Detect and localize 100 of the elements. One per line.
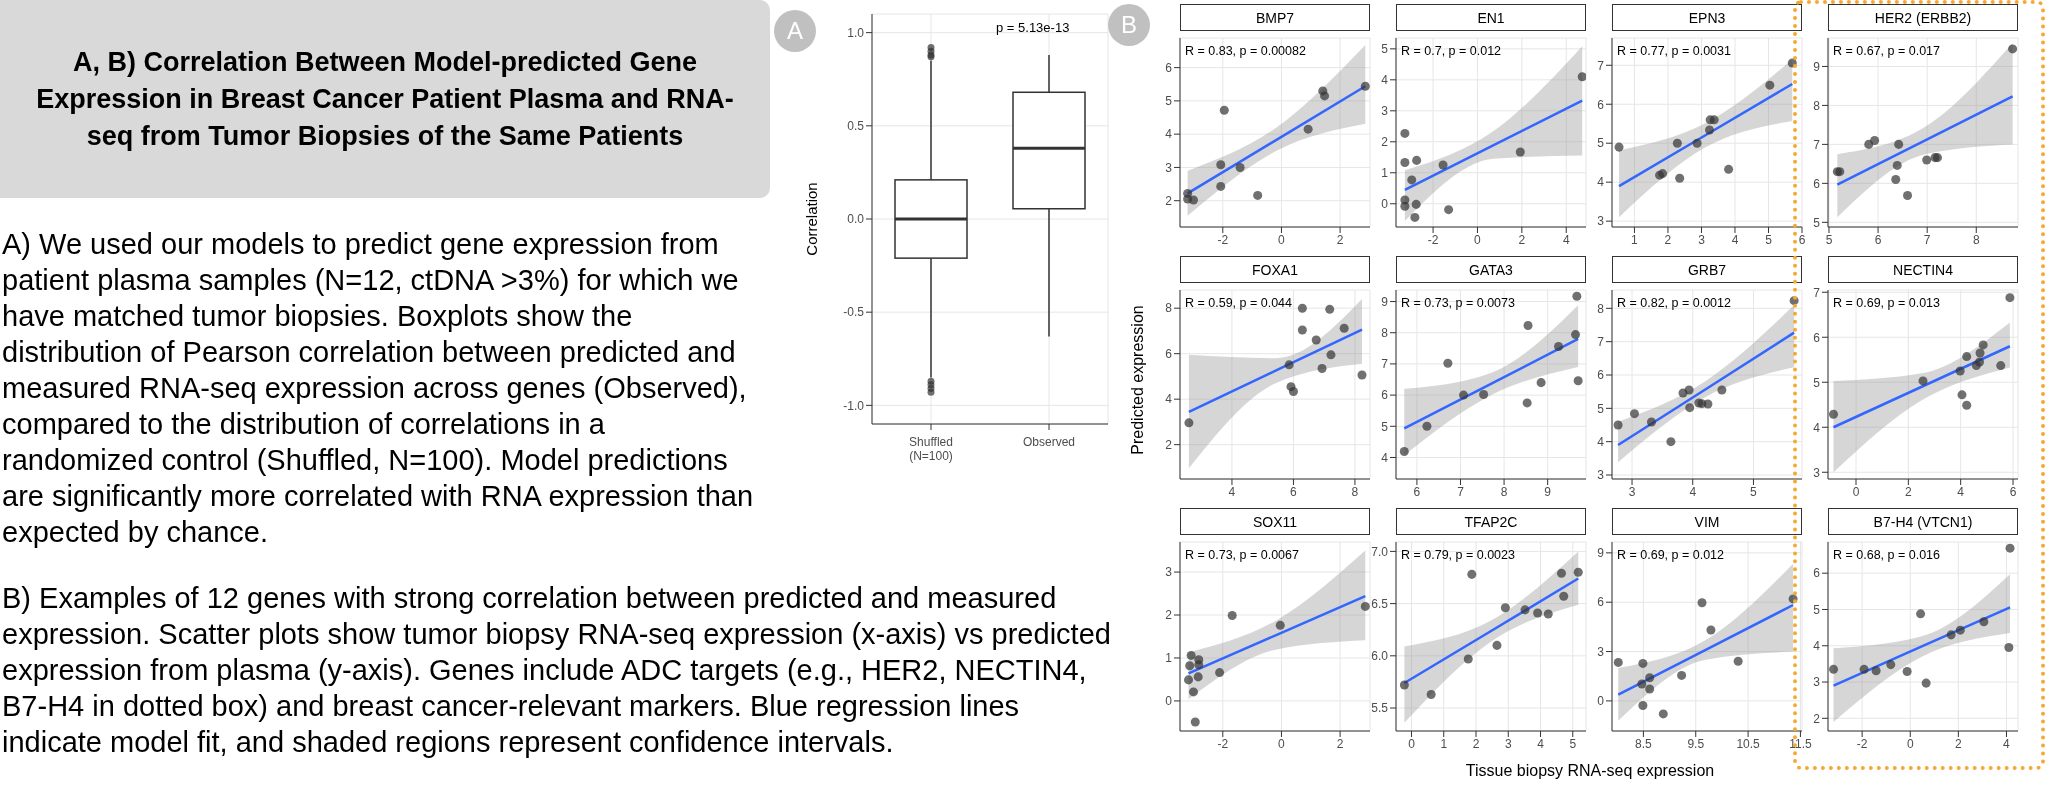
x-tick-label: 6 — [1798, 232, 1806, 247]
x-axis-title: Tissue biopsy RNA-seq expression — [1465, 762, 1715, 780]
y-tick-label: 5.5 — [1371, 701, 1389, 716]
y-tick-label: 3 — [1597, 468, 1605, 483]
annotation: R = 0.73, p = 0.0067 — [1185, 548, 1299, 562]
x-tick-label: 2 — [1905, 484, 1912, 499]
y-tick-label: 5 — [1813, 215, 1821, 230]
y-tick-label: 2 — [1165, 608, 1173, 623]
y-tick-label: 5 — [1597, 401, 1605, 416]
annotation: R = 0.68, p = 0.016 — [1833, 548, 1941, 562]
chart-title: GRB7 — [1612, 256, 1802, 283]
x-tick-label: 2 — [1518, 232, 1526, 247]
y-tick-label: 6.5 — [1371, 596, 1389, 611]
x-tick-label: -2 — [1856, 736, 1868, 751]
x-tick-label: 3 — [1504, 736, 1512, 751]
annotation: p = 5.13e-13 — [996, 20, 1070, 35]
x-tick-label: 8 — [1500, 484, 1508, 499]
y-tick-label: 1 — [1165, 651, 1173, 666]
y-tick-label: 6 — [1597, 97, 1605, 112]
x-tick-label: 5 — [1750, 484, 1758, 499]
y-tick-label: 7 — [1813, 137, 1821, 152]
x-tick-label: 2 — [1336, 232, 1344, 247]
y-tick-label: 6 — [1813, 566, 1821, 581]
x-tick-label: 0 — [1278, 736, 1286, 751]
y-tick-label: 4 — [1165, 127, 1173, 142]
x-tick-label: 4 — [2003, 736, 2011, 751]
x-tick-label: 4 — [1537, 736, 1545, 751]
y-tick-label: 1.0 — [847, 25, 865, 40]
x-tick-label: 4 — [1689, 484, 1697, 499]
annotation: R = 0.67, p = 0.017 — [1833, 44, 1941, 58]
y-tick-label: 0 — [1381, 197, 1389, 212]
y-tick-label: 0 — [1165, 694, 1173, 709]
x-tick-label: 7 — [1457, 484, 1465, 499]
x-tick-label: 0 — [1906, 736, 1914, 751]
y-tick-label: -0.5 — [843, 305, 865, 320]
y-axis-title: Correlation — [803, 182, 821, 256]
x-tick-label: 1 — [1631, 232, 1639, 247]
x-tick-label: 1 — [1440, 736, 1448, 751]
x-tick-label: 4 — [1562, 232, 1570, 247]
x-tick-label: 0 — [1408, 736, 1416, 751]
x-tick-label: 6 — [2009, 484, 2017, 499]
y-tick-label: 6.0 — [1371, 649, 1389, 664]
chart-title: EN1 — [1396, 4, 1586, 31]
annotation: R = 0.82, p = 0.0012 — [1617, 296, 1731, 310]
annotation: R = 0.59, p = 0.044 — [1185, 296, 1293, 310]
x-tick-label: 8 — [1351, 484, 1359, 499]
x-tick-label: 7 — [1923, 232, 1931, 247]
y-tick-label: 7.0 — [1371, 544, 1389, 559]
x-tick-label: 4 — [1957, 484, 1965, 499]
y-tick-label: 2 — [1165, 193, 1173, 208]
text: B) Examples of 12 genes with strong correlation between predicted and measured expression. Scatter plots show tumor biopsy RNA-seq expression (x-axis) vs predicted expression from plasma (y-axis). Genes include ADC targets (e.g., HER2, NECTIN4, B7-H4 in dotted box) and breast cancer-relevant markers. Blue regression lines indicate model fit, and shaded regions represent confidence intervals. — [2, 581, 1112, 760]
chart-title: GATA3 — [1396, 256, 1586, 283]
x-tick-label: 3 — [1628, 484, 1636, 499]
y-tick-label: 4 — [1381, 450, 1389, 465]
y-tick-label: 8 — [1381, 325, 1389, 340]
x-tick-label: 4 — [1228, 484, 1236, 499]
text: A, B) Correlation Between Model-predicted Gene Expression in Breast Cancer Patient Plasma and RNA-seq from Tumor Biopsies of the Same Patients — [35, 45, 735, 153]
x-tick-label: 4 — [1731, 232, 1739, 247]
chart-title: HER2 (ERBB2) — [1828, 4, 2018, 31]
y-tick-label: 6 — [1165, 346, 1173, 361]
y-tick-label: 5 — [1813, 375, 1821, 390]
y-tick-label: 0 — [1597, 694, 1605, 709]
y-tick-label: 7 — [1381, 357, 1389, 372]
y-tick-label: 6 — [1813, 176, 1821, 191]
chart-title: TFAP2C — [1396, 508, 1586, 535]
x-tick-label: 2 — [1336, 736, 1344, 751]
x-tick-label: 0 — [1852, 484, 1860, 499]
y-tick-label: 1 — [1381, 166, 1389, 181]
chart-title: BMP7 — [1180, 4, 1370, 31]
y-tick-label: 6 — [1165, 60, 1173, 75]
x-tick-label: 2 — [1955, 736, 1963, 751]
y-tick-label: 5 — [1813, 602, 1821, 617]
y-tick-label: 9 — [1381, 294, 1389, 309]
x-tick-label: 5 — [1765, 232, 1773, 247]
x-tick-label: 2 — [1472, 736, 1480, 751]
y-tick-label: 2 — [1381, 135, 1389, 150]
x-tick-label: 2 — [1664, 232, 1672, 247]
chart-title: VIM — [1612, 508, 1802, 535]
y-tick-label: 9 — [1813, 59, 1821, 74]
y-tick-label: 6 — [1597, 368, 1605, 383]
y-tick-label: 6 — [1597, 595, 1605, 610]
y-tick-label: 3 — [1813, 675, 1821, 690]
x-tick-label: 9.5 — [1687, 736, 1705, 751]
chart-title: SOX11 — [1180, 508, 1370, 535]
annotation: R = 0.79, p = 0.0023 — [1401, 548, 1515, 562]
annotation: R = 0.69, p = 0.012 — [1617, 548, 1725, 562]
y-tick-label: 9 — [1597, 546, 1605, 561]
y-tick-label: 4 — [1165, 392, 1173, 407]
y-tick-label: 3 — [1165, 565, 1173, 580]
y-tick-label: 5 — [1165, 94, 1173, 109]
y-tick-label: 8 — [1165, 301, 1173, 316]
x-tick-label: 8.5 — [1635, 736, 1653, 751]
y-tick-label: 6 — [1813, 330, 1821, 345]
x-tick-label: 5 — [1569, 736, 1577, 751]
x-tick-label: 11.5 — [1789, 736, 1812, 751]
y-tick-label: 8 — [1597, 301, 1605, 316]
x-tick-label: Observed — [1022, 435, 1076, 449]
y-tick-label: 4 — [1813, 639, 1821, 654]
x-tick-label: -2 — [1217, 736, 1229, 751]
text: A) We used our models to predict gene expression from patient plasma samples (N=12, ctDNA >3%) for which we have matched tumor biopsies. Boxplots show the distribution of Pearson correlation between predicted and measured RNA-seq expression across genes (Observed), compared to the distribution of correlations in a randomized control (Shuffled, N=100). Model predictions are significantly more correlated with RNA expression than expected by chance. — [2, 228, 754, 548]
